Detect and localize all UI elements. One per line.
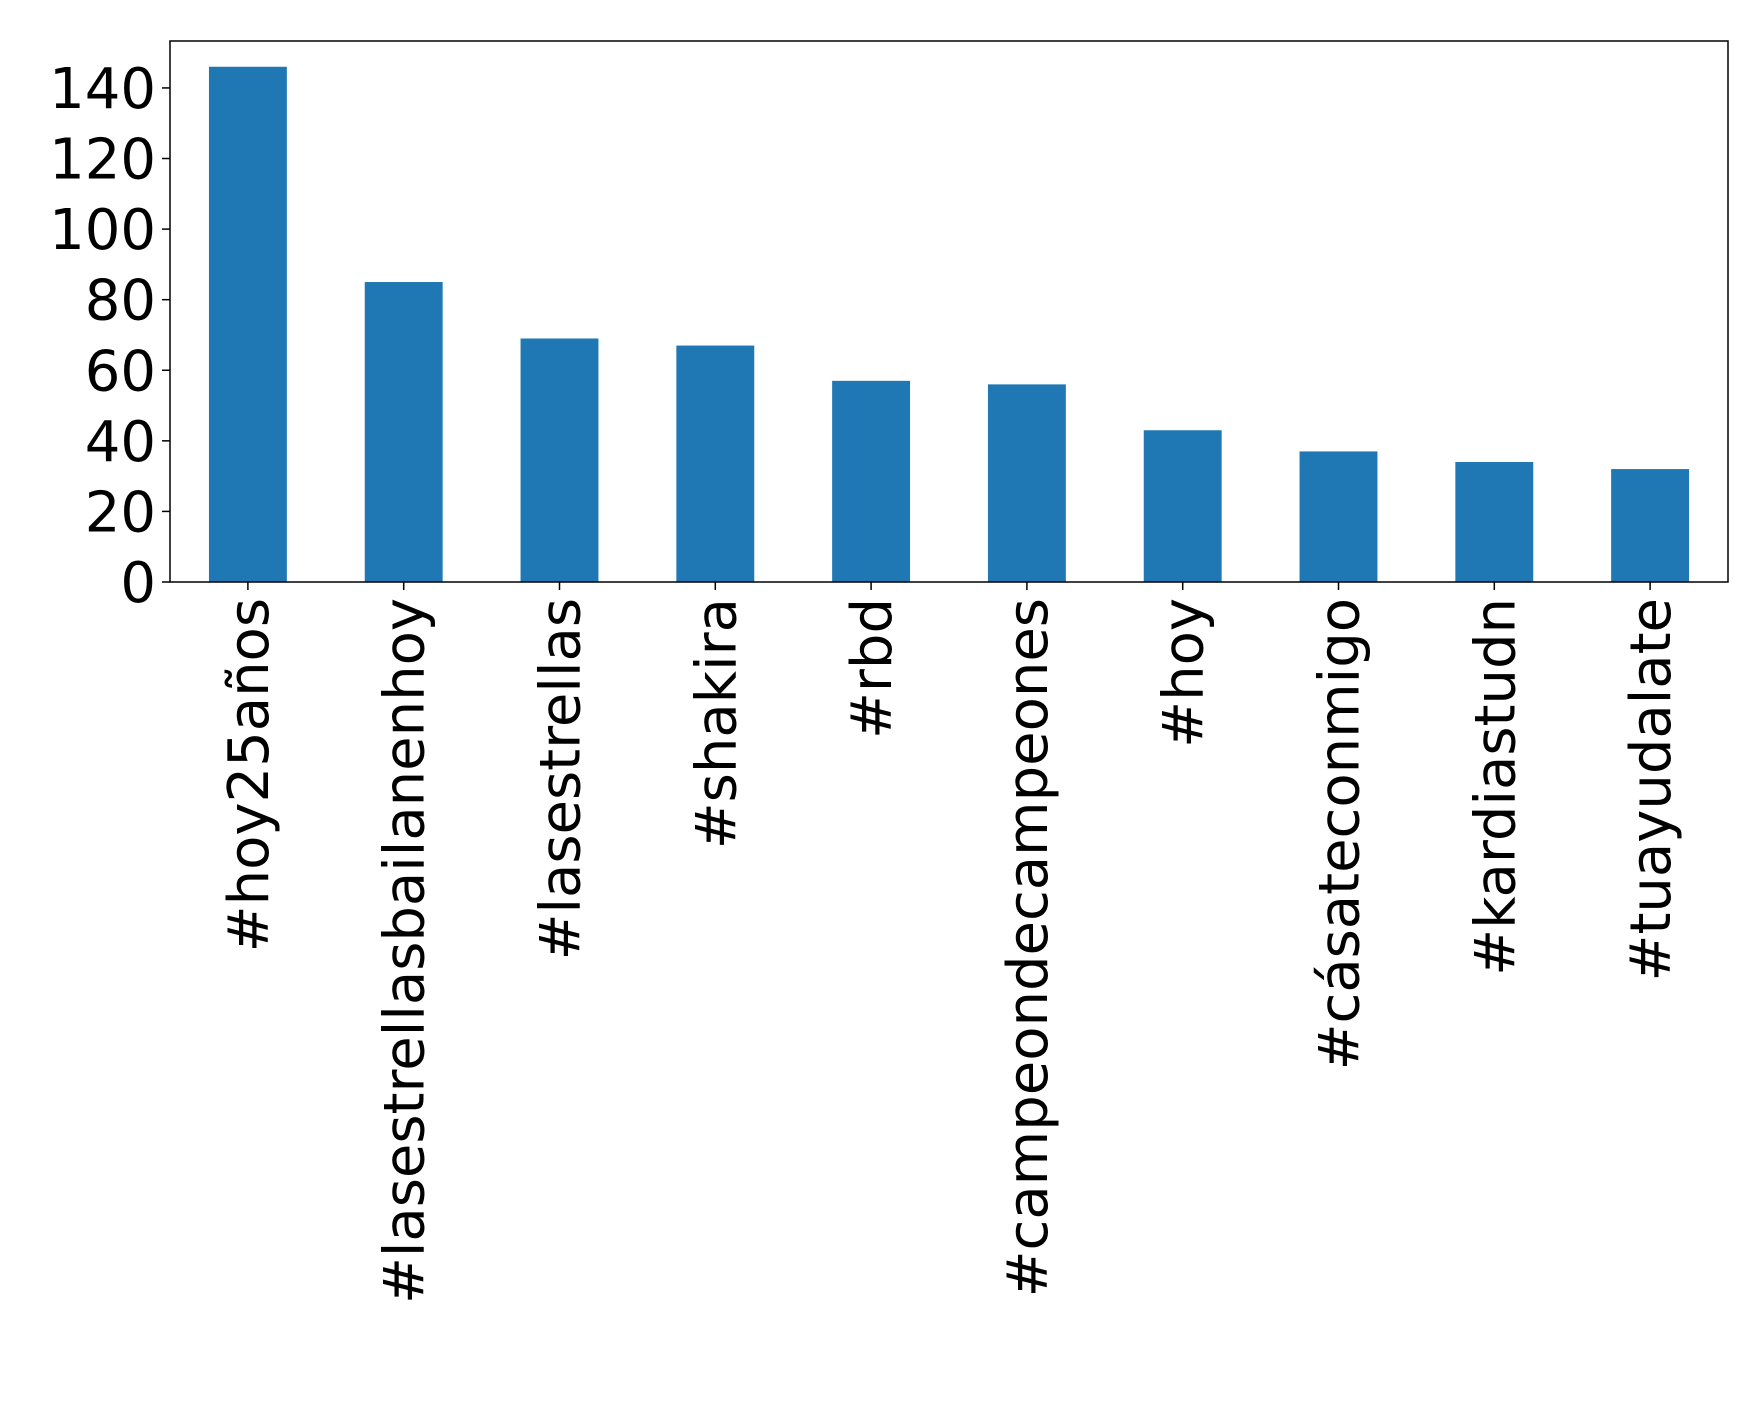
plot-frame (169, 40, 1729, 583)
x-tick-label: #campeondecampeones (996, 598, 1061, 1297)
bar (676, 345, 755, 582)
bar (987, 384, 1066, 582)
bar (520, 338, 599, 582)
bar (364, 282, 443, 582)
y-tick-label: 60 (85, 339, 156, 404)
x-tick-label: #kardiastudn (1463, 598, 1528, 976)
bar (208, 66, 287, 582)
y-tick-label: 120 (49, 128, 156, 193)
x-tick-label: #lasestrellas (529, 598, 594, 960)
bar (1299, 451, 1378, 582)
x-tick-label: #lasestrellasbailanenhoy (373, 598, 438, 1304)
bar (1455, 462, 1534, 582)
x-tick-label: #tuayudalate (1619, 598, 1684, 981)
y-tick-label: 20 (85, 480, 156, 545)
bar (832, 380, 911, 582)
y-tick-label: 140 (49, 57, 156, 122)
x-tick-label: #rbd (840, 598, 905, 739)
x-tick-label: #shakira (684, 598, 749, 849)
y-tick-label: 100 (49, 198, 156, 263)
x-tick-label: #hoy25años (217, 598, 282, 952)
y-tick-label: 0 (120, 551, 156, 616)
bar (1143, 430, 1222, 582)
x-tick-label: #hoy (1152, 598, 1217, 748)
y-tick-label: 40 (85, 410, 156, 475)
x-tick-label: #cásateconmigo (1308, 598, 1373, 1070)
bar (1611, 469, 1690, 582)
y-tick-label: 80 (85, 269, 156, 334)
